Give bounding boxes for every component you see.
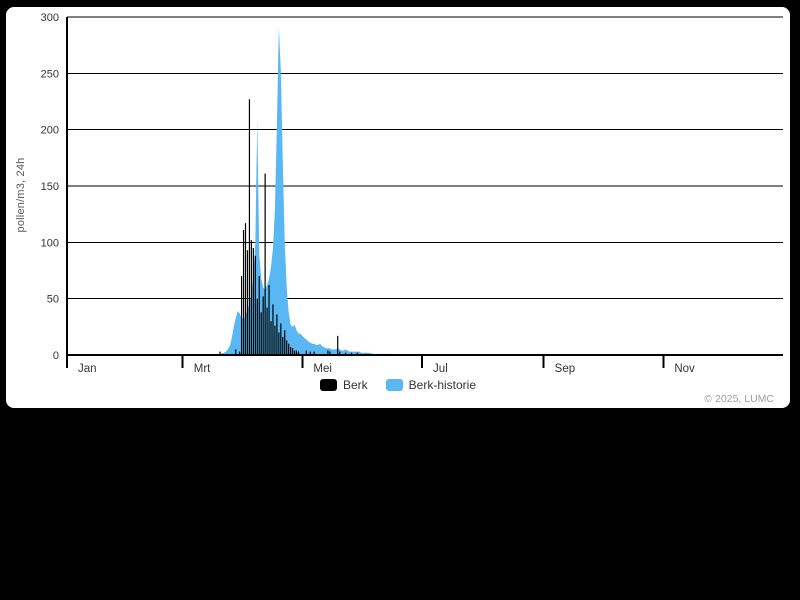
berk-bar [291, 348, 294, 355]
y-tick-label: 200 [41, 125, 59, 137]
berk-bar [297, 351, 300, 355]
berk-bar [270, 321, 272, 355]
berk-bar [282, 336, 284, 355]
berk-bar [339, 351, 341, 355]
berk-bar [280, 323, 282, 355]
berk-bar [327, 350, 329, 355]
berk-bar [258, 276, 260, 355]
legend-swatch-icon [385, 379, 403, 391]
berk-bar [272, 304, 274, 355]
berk-bar [309, 351, 311, 355]
x-tick-label: Nov [674, 363, 695, 375]
berk-bar [284, 330, 286, 355]
berk-bar [290, 347, 292, 355]
berk-bar [329, 351, 331, 355]
berk-bar [219, 351, 221, 355]
berk-bar [356, 352, 358, 355]
berk-bar [262, 296, 264, 355]
y-tick-label: 0 [53, 350, 59, 362]
chart-card: 0 50 100 150 200 250 300 Jan Mrt Mei Jul Sep Nov pol… [6, 7, 790, 408]
legend-item-berk[interactable]: Berk [319, 378, 368, 392]
legend-label: Berk-historie [408, 378, 477, 392]
berk-bar [337, 335, 339, 355]
x-tick-label: Sep [555, 363, 575, 375]
berk-bar [260, 312, 262, 355]
y-tick-label: 100 [41, 237, 59, 249]
berk-bar [350, 352, 353, 355]
berk-bar [240, 276, 243, 355]
berk-bar [274, 325, 276, 355]
berk-bar [242, 229, 245, 355]
berk-bar [244, 223, 247, 355]
berk-bar [264, 173, 266, 355]
berk-bar [235, 349, 237, 355]
berk-historie-area [216, 27, 393, 355]
berk-bar [278, 332, 280, 355]
y-tick-label: 250 [41, 68, 59, 80]
y-axis-title: pollen/m3, 24h [15, 157, 27, 233]
berk-bar [344, 352, 347, 355]
berk-bar [246, 250, 249, 355]
y-tick-label: 300 [41, 12, 59, 24]
copyright-text: © 2025, LUMC [704, 393, 774, 405]
berk-bar [252, 247, 254, 355]
legend-swatch-icon [319, 379, 337, 391]
berk-bar [305, 350, 307, 355]
berk-bar [239, 351, 241, 355]
legend-label: Berk [342, 378, 368, 392]
x-tick-label: Jul [433, 363, 448, 375]
x-tick-label: Mei [313, 363, 332, 375]
berk-bar [266, 307, 268, 355]
berk-bar [268, 285, 270, 355]
berk-bar [288, 343, 290, 355]
berk-bar [313, 351, 315, 355]
berk-bar [256, 298, 258, 355]
x-tick-label: Jan [78, 363, 97, 375]
berk-bar [295, 350, 298, 355]
berk-bar [293, 350, 296, 355]
legend-item-berk-historie[interactable]: Berk-historie [385, 378, 477, 392]
berk-bar [254, 255, 256, 355]
legend: Berk Berk-historie [6, 378, 790, 392]
y-tick-label: 50 [47, 294, 59, 306]
berk-bar [250, 240, 252, 355]
berk-bar [276, 314, 278, 355]
y-tick-label: 150 [41, 181, 59, 193]
berk-bar [286, 340, 288, 355]
berk-bar [248, 99, 251, 355]
x-tick-label: Mrt [194, 363, 211, 375]
pollen-chart: 0 50 100 150 200 250 300 Jan Mrt Mei Jul Sep Nov [41, 12, 783, 375]
